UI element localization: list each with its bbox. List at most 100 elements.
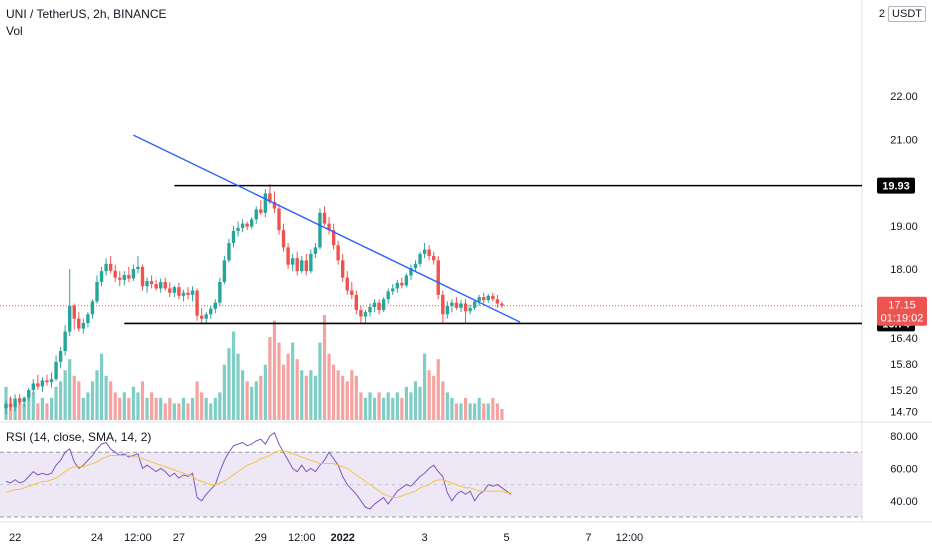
candle-body [472, 301, 477, 308]
candle-body [391, 288, 395, 292]
candle-body [295, 258, 299, 272]
candle-body [400, 282, 404, 286]
volume-bar [154, 397, 158, 420]
rsi-ma-line [5, 450, 512, 499]
rsi-label[interactable]: RSI (14, close, SMA, 14, 2) [6, 430, 152, 444]
currency-count: 2 [878, 8, 886, 20]
volume-bar [127, 397, 131, 420]
volume-bar [377, 392, 381, 420]
candle-body [168, 288, 172, 293]
candle-body [268, 193, 272, 203]
candle-body [90, 301, 95, 315]
candle-body [58, 351, 63, 362]
candle-body [331, 230, 336, 246]
candle-body [441, 294, 445, 315]
volume-bar [68, 359, 72, 420]
volume-bar [195, 381, 199, 420]
candle-body [254, 209, 258, 220]
volume-bar [359, 392, 363, 420]
time-tick-label: 22 [9, 532, 21, 544]
candle-body [309, 253, 313, 272]
candle-body [500, 303, 504, 306]
candle-body [149, 281, 154, 285]
candle-body [322, 212, 327, 224]
volume-bar [49, 397, 54, 420]
candle-body [422, 249, 427, 254]
volume-bar [72, 375, 76, 420]
candle-body [186, 292, 190, 295]
time-tick-label: 2022 [330, 532, 354, 544]
volume-bar [345, 381, 349, 420]
volume-bar [22, 403, 26, 420]
candle-body [313, 247, 318, 254]
volume-bar [368, 392, 372, 420]
volume-bar [254, 381, 258, 420]
candle-body [8, 403, 13, 408]
volume-bar [313, 375, 317, 420]
volume-bar [322, 315, 327, 420]
price-tick-label: 21.00 [890, 134, 918, 146]
candle-body [345, 277, 349, 291]
volume-bar [418, 386, 422, 420]
candle-body [36, 383, 40, 387]
level-badge-label: 19.93 [882, 181, 910, 193]
candle-body [86, 314, 90, 323]
candle-body [363, 312, 368, 317]
volume-bar [181, 397, 186, 420]
candle-body [350, 290, 354, 295]
candle-body [77, 318, 81, 329]
time-tick-label: 29 [255, 532, 267, 544]
volume-bar [272, 320, 277, 420]
candle-body [199, 315, 204, 319]
candle-body [136, 266, 140, 269]
volume-bar [177, 403, 181, 420]
volume-bar [245, 381, 249, 420]
volume-bar [200, 392, 204, 420]
candle-body [286, 247, 290, 265]
time-tick-label: 7 [585, 532, 591, 544]
candle-body [445, 305, 450, 315]
candle-body [250, 219, 254, 227]
volume-bar [104, 375, 108, 420]
candle-body [372, 302, 377, 308]
volume-bar [495, 403, 499, 420]
candle-body [209, 308, 213, 315]
candle-body [377, 302, 381, 311]
symbol-title[interactable]: UNI / TetherUS, 2h, BINANCE [6, 7, 167, 21]
candle-body [381, 299, 386, 311]
candle-body [159, 281, 163, 289]
candle-body [118, 277, 122, 280]
volume-bar [354, 375, 358, 420]
price-tick-label: 15.80 [890, 359, 918, 371]
volume-bar [427, 370, 431, 420]
candle-body [154, 284, 158, 289]
volume-bar [218, 392, 222, 420]
price-tick-label: 15.20 [890, 385, 918, 397]
currency-chip[interactable]: 2 USDT [879, 6, 926, 22]
volume-bar [186, 403, 190, 420]
candle-body [413, 263, 418, 269]
volume-bar [486, 403, 490, 420]
candle-body [68, 305, 72, 332]
candle-body [463, 303, 468, 312]
level-badge [877, 177, 915, 194]
volume-bar [281, 364, 286, 420]
time-tick-label: 12:00 [616, 532, 644, 544]
candle-body [359, 310, 363, 317]
volume-bar [463, 397, 468, 420]
volume-bar [363, 397, 368, 420]
candle-body [277, 208, 281, 231]
volume-bar [209, 403, 213, 420]
volume-bar [382, 397, 386, 420]
volume-bar [432, 375, 436, 420]
candle-body [236, 227, 240, 231]
price-tick-label: 18.00 [890, 264, 918, 276]
time-tick-label: 27 [173, 532, 185, 544]
volume-bar [395, 392, 399, 420]
candle-body [190, 290, 195, 295]
candle-body [181, 292, 186, 296]
candle-body [127, 275, 131, 279]
candle-body [222, 260, 227, 282]
